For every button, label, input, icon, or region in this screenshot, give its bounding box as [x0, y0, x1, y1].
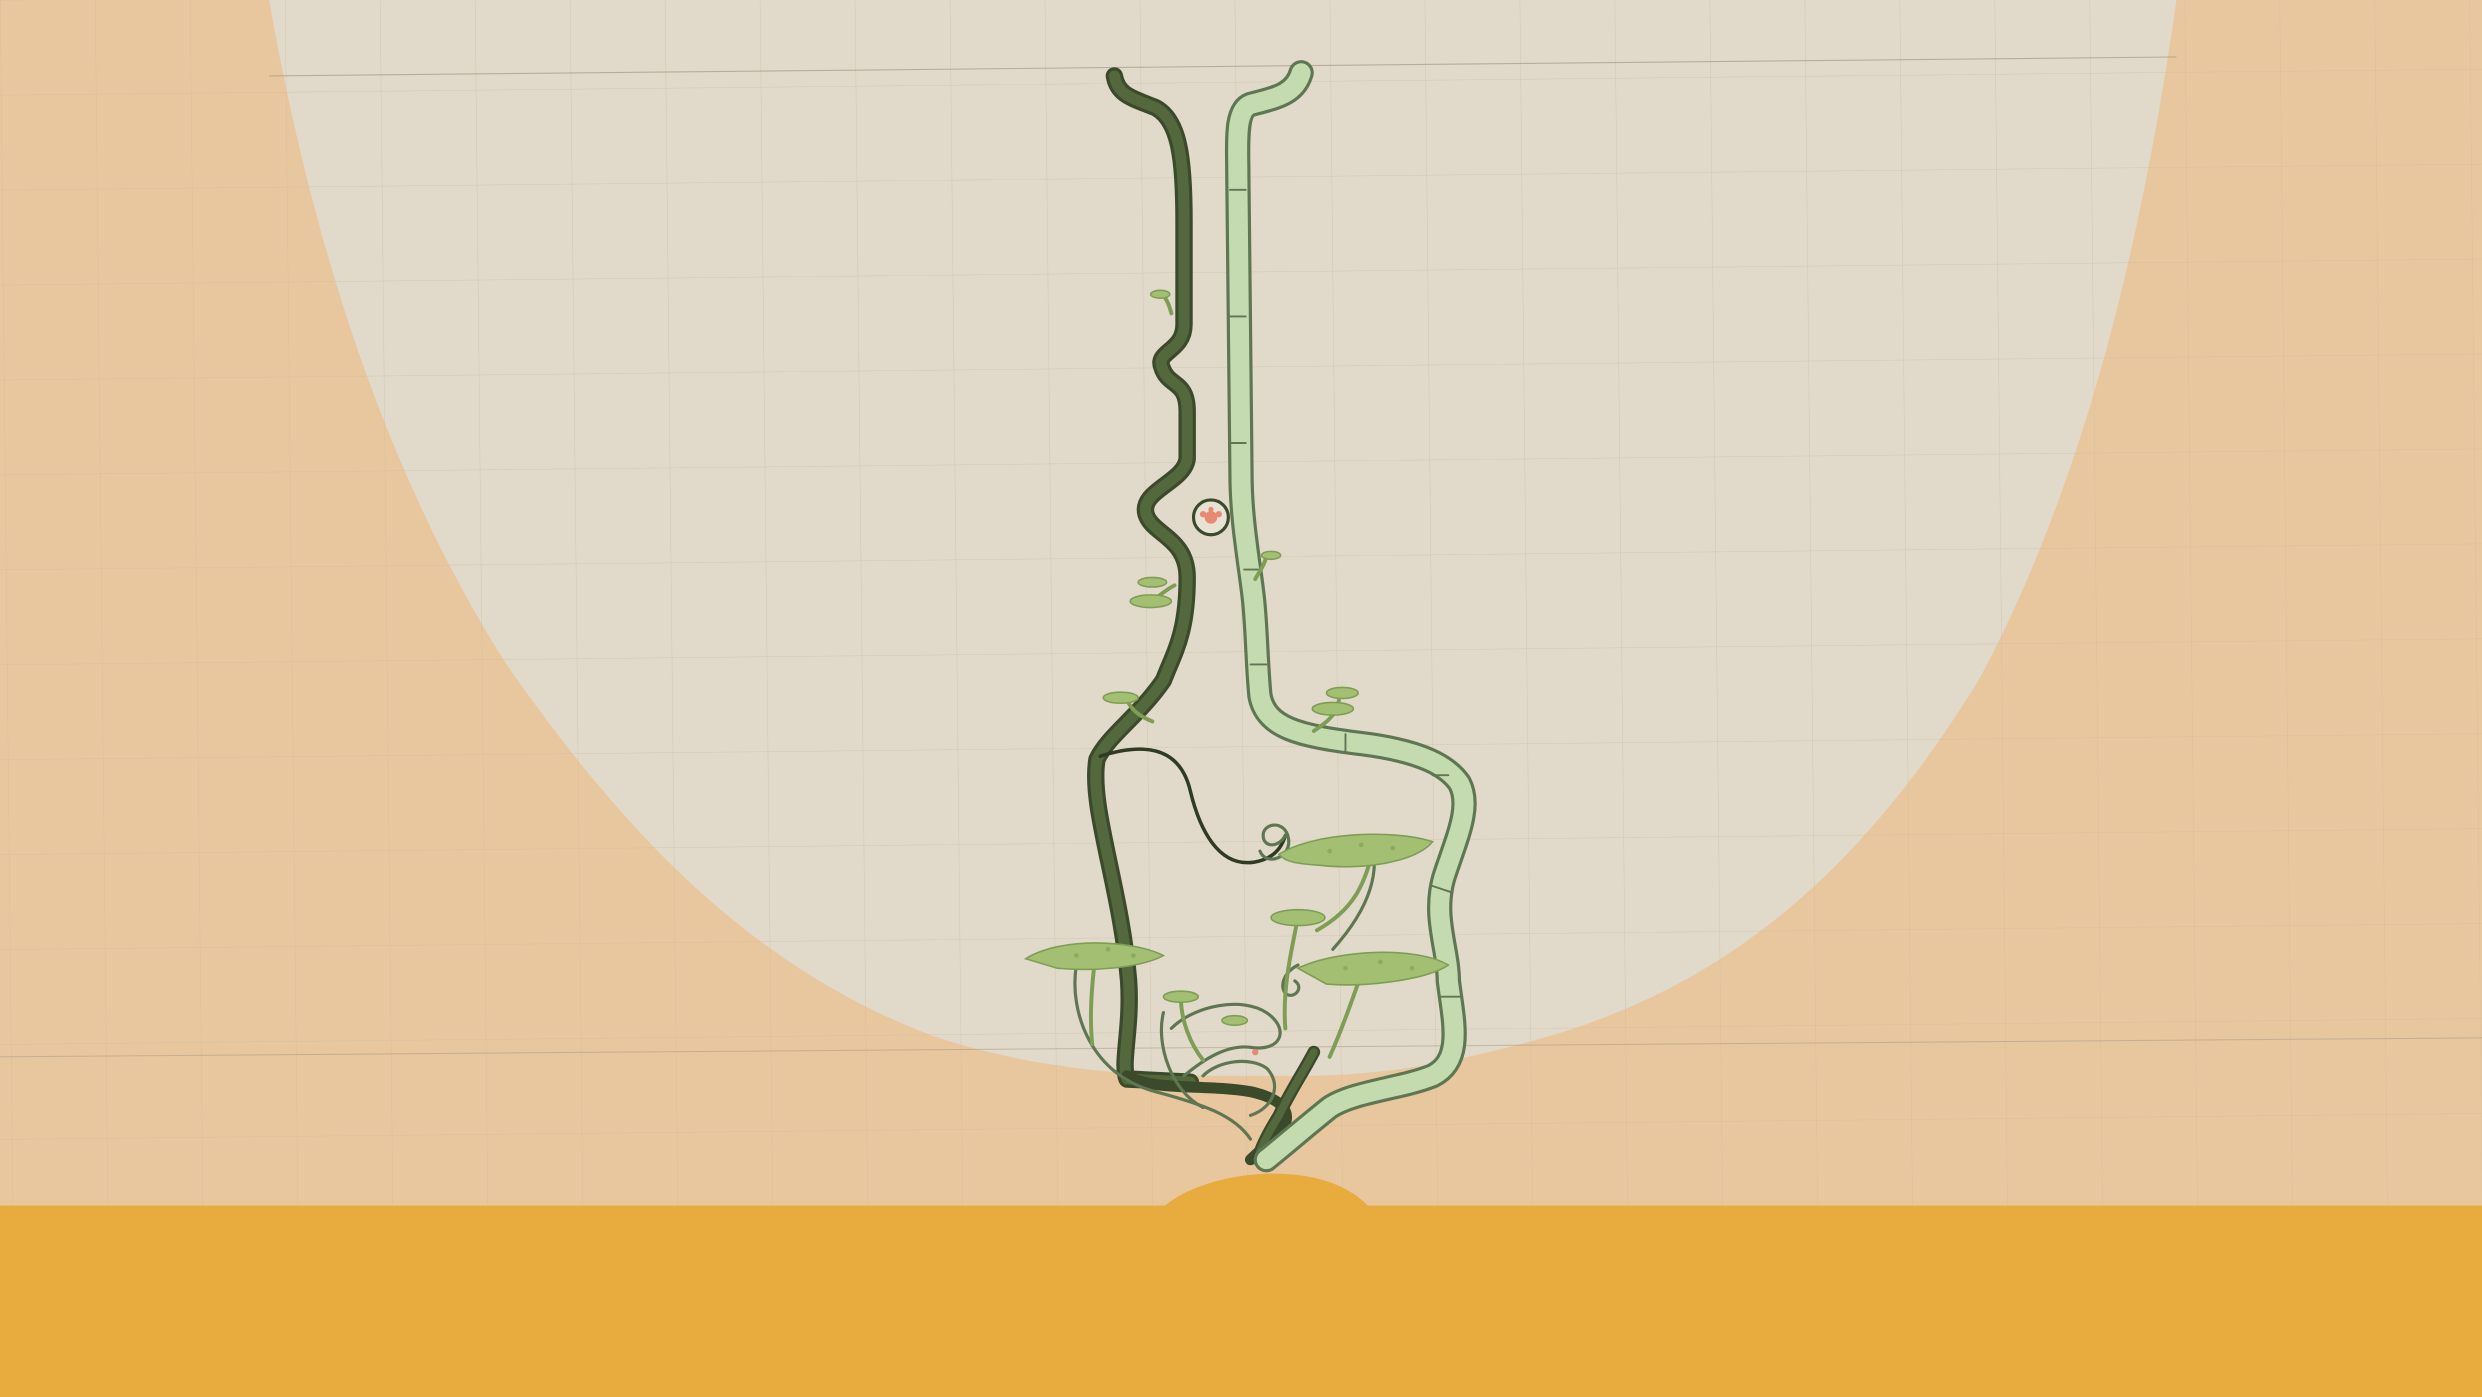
seed-marker-small: [1252, 1049, 1258, 1055]
seed-pod[interactable]: [1194, 500, 1229, 535]
ground-plane: [0, 1206, 2482, 1397]
